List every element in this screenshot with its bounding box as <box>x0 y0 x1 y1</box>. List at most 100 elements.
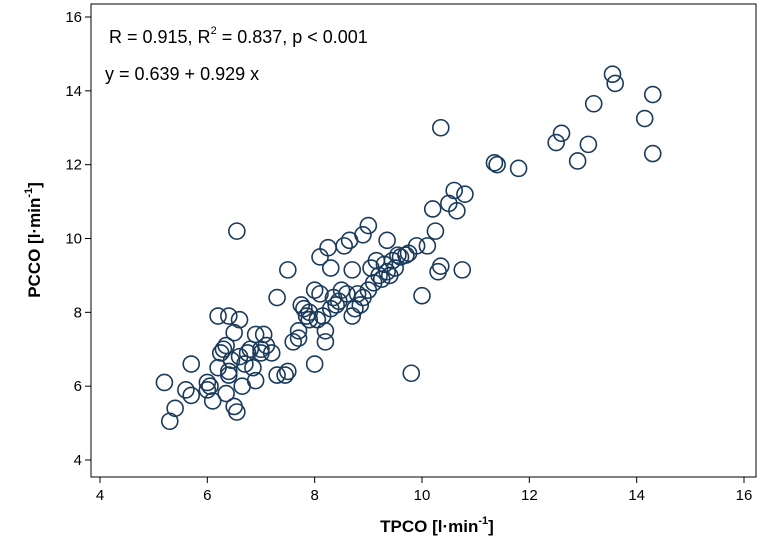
scatter-point <box>413 286 431 305</box>
x-tick-label: 10 <box>414 487 431 504</box>
y-axis-title-tail: ] <box>25 182 44 188</box>
y-tick-label: 14 <box>65 83 82 100</box>
scatter-point <box>386 259 404 277</box>
scatter-point <box>311 285 329 303</box>
scatter-point <box>262 344 281 362</box>
scatter-point <box>289 321 308 340</box>
scatter-point <box>295 299 313 318</box>
scatter-point <box>305 355 324 373</box>
scatter-point <box>351 296 370 314</box>
scatter-point <box>370 266 388 285</box>
scatter-point <box>375 255 394 274</box>
y-tick-label: 16 <box>65 9 82 26</box>
scatter-point <box>635 109 654 128</box>
scatter-point <box>305 281 324 299</box>
scatter-point <box>402 364 421 383</box>
scatter-point <box>397 246 415 264</box>
x-axis-title: TPCO [l·min-1] <box>380 515 494 536</box>
scatter-point <box>254 325 273 344</box>
scatter-point <box>448 202 466 220</box>
scatter-point <box>220 362 238 381</box>
scatter-point <box>182 386 201 405</box>
scatter-point <box>182 355 201 373</box>
scatter-point <box>407 237 426 255</box>
scatter-point <box>276 366 294 384</box>
scatter-point <box>584 94 603 113</box>
scatter-point <box>279 362 297 381</box>
scatter-point <box>332 281 351 299</box>
scatter-point <box>359 216 378 235</box>
scatter-point <box>268 288 286 307</box>
scatter-point <box>244 358 262 377</box>
scatter-point <box>389 246 407 264</box>
scatter-point <box>321 259 340 277</box>
scatter-point <box>222 351 241 370</box>
scatter-point <box>509 159 528 178</box>
x-tick-label: 4 <box>96 487 104 504</box>
scatter-point <box>198 373 217 392</box>
y-tick-label: 6 <box>74 378 82 395</box>
scatter-point <box>316 321 335 340</box>
plot-frame <box>90 3 757 478</box>
scatter-point <box>268 366 286 384</box>
scatter-point <box>279 261 297 279</box>
scatter-point <box>456 185 474 203</box>
scatter-point <box>378 231 396 250</box>
scatter-point <box>201 377 219 395</box>
scatter-point <box>354 226 372 244</box>
x-tick-label: 6 <box>203 487 211 504</box>
regression-equation: y = 0.639 + 0.929 x <box>105 64 259 84</box>
scatter-point <box>418 237 437 255</box>
scatter-point <box>155 373 174 392</box>
x-axis-title-tail: ] <box>488 517 494 536</box>
x-axis-title-sup: -1 <box>478 515 488 527</box>
scatter-point <box>431 257 450 275</box>
x-tick-label: 14 <box>628 487 645 504</box>
scatter-point <box>230 310 249 329</box>
stats-annotation: R = 0.915, R2 = 0.837, p < 0.001 <box>109 25 368 47</box>
scatter-point <box>552 124 571 143</box>
scatter-point <box>547 133 565 152</box>
scatter-point <box>603 65 622 84</box>
scatter-point <box>453 261 472 279</box>
scatter-point <box>643 144 662 163</box>
scatter-point <box>177 381 195 399</box>
scatter-point <box>579 135 598 154</box>
scatter-point <box>300 310 319 329</box>
y-tick-label: 8 <box>74 304 82 321</box>
x-tick-label: 16 <box>736 487 753 504</box>
scatter-point <box>228 222 246 240</box>
y-axis: 4 6 8 10 12 14 16 <box>65 9 91 469</box>
scatter-point <box>289 329 308 347</box>
scatter-point <box>488 155 506 174</box>
x-tick-label: 8 <box>310 487 318 504</box>
y-axis-title: PCCO [l·min-1] <box>23 182 44 298</box>
y-tick-label: 12 <box>65 157 82 174</box>
scatter-point <box>568 152 587 170</box>
y-tick-label: 4 <box>74 452 82 469</box>
scatter-point <box>316 333 335 351</box>
scatter-point <box>217 384 235 403</box>
scatter-point <box>485 154 504 172</box>
scatter-point <box>209 307 227 325</box>
stats-superscript: 2 <box>211 25 217 37</box>
x-tick-label: 12 <box>521 487 538 504</box>
scatter-point <box>378 262 396 281</box>
scatter-point <box>198 381 217 399</box>
scatter-point <box>338 285 356 303</box>
y-tick-label: 10 <box>65 231 82 248</box>
scatter-point <box>431 118 450 137</box>
scatter-point <box>166 399 184 418</box>
scatter-point <box>423 200 442 218</box>
scatter-point <box>426 222 445 240</box>
scatter-point <box>348 285 367 303</box>
x-axis: 4 6 8 10 12 14 16 <box>96 477 753 504</box>
data-points <box>155 65 662 431</box>
scatter-point <box>246 371 265 390</box>
scatter-point <box>284 333 303 351</box>
scatter-point <box>643 85 662 104</box>
scatter-point <box>606 74 625 93</box>
scatter-point <box>220 307 238 325</box>
x-axis-title-main: TPCO [l·min <box>380 517 478 536</box>
